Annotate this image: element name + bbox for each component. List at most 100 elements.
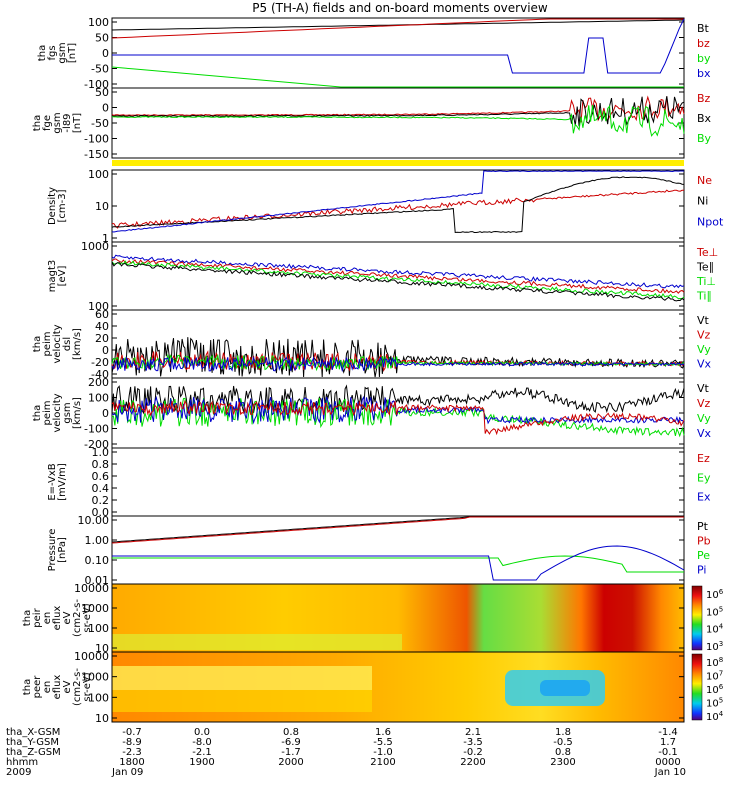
frame-pressure [111, 515, 685, 585]
trace-By [111, 104, 685, 137]
panel-temperature: 1000 100 magt3[eV] Te⊥ Te∥Ti⊥ Ti∥ [47, 240, 718, 313]
colorbar-label: 107 [706, 670, 723, 683]
legend-Te⊥: Te⊥ [696, 246, 718, 259]
ytick-label: 0.0 [92, 506, 110, 519]
legend-Pb: Pb [697, 535, 711, 548]
ylabel-pressure: Pressure[nPa] [47, 529, 68, 572]
ytick-label: -50 [91, 63, 109, 76]
legend-Pe: Pe [697, 549, 710, 562]
xaxis-value: 0.8 [283, 727, 299, 738]
panel-efield: 1.00.80.60.40.20.0 E=-VxB[mV/m] Ez Ey Ex [47, 446, 711, 519]
legend-Npot: Npot [697, 215, 724, 228]
xaxis-value: -2.1 [192, 747, 212, 758]
xaxis-value: -1.0 [373, 747, 393, 758]
colorbar-peer [691, 653, 703, 721]
xaxis-value: 2000 [278, 757, 303, 768]
colorbar-label: 108 [706, 656, 723, 669]
colorbar-peir [691, 585, 703, 651]
ytick-label: 100 [88, 691, 109, 704]
trace-Tpar [111, 258, 685, 294]
xaxis-value: 1.6 [375, 727, 391, 738]
legend-Vx: Vx [697, 358, 712, 371]
legend-Vt: Vt [697, 382, 710, 395]
ytick-label: 0.2 [92, 494, 110, 507]
xaxis-value: 0000 [655, 757, 680, 768]
xaxis-value: 0.0 [194, 727, 210, 738]
xaxis-value: 2.1 [465, 727, 481, 738]
ytick-label: 100 [88, 300, 109, 313]
ytick-label: -100 [84, 78, 109, 91]
xaxis-row-label: tha_Z-GSM [6, 747, 61, 758]
trace-Ti [111, 260, 685, 300]
panel-peir: 106 105 104 103 10000 1000 100 10thapeireneflux… [22, 582, 724, 655]
ylabel-temperature: magt3[eV] [47, 260, 68, 293]
ytick-label: 10.00 [78, 514, 110, 527]
trace-Ni [111, 176, 685, 234]
xaxis-value: -5.5 [373, 737, 393, 748]
xaxis-value: -0.5 [553, 737, 573, 748]
ytick-label: 40 [95, 320, 109, 333]
xaxis-value: -6.9 [281, 737, 301, 748]
frame-density [111, 169, 685, 243]
trace-Te [111, 261, 685, 302]
legend-Ni: Ni [697, 195, 708, 208]
colorbar-label: 104 [706, 710, 724, 723]
legend-Bx: Bx [697, 112, 712, 125]
trace-Pe [112, 555, 684, 573]
ytick-label: -100 [84, 133, 109, 146]
xaxis-value: -1.7 [281, 747, 301, 758]
legend-Ti∥: Ti∥ [696, 290, 712, 303]
ylabel-peir: thapeirenefluxeV(cm2-s-sr-eV) [22, 599, 93, 637]
ylabel-fge: thafgegsm-l89[nT] [32, 112, 83, 133]
chart-title: P5 (TH-A) fields and on-board moments ov… [252, 1, 548, 15]
legend-Bt: Bt [697, 22, 710, 35]
ylabel-peim_gsm: thapeimvelocitygsm[km/s] [32, 393, 83, 432]
legend-Vt: Vt [697, 314, 710, 327]
ytick-label: 0.8 [92, 458, 110, 471]
legend-Vy: Vy [697, 343, 711, 356]
trace-Pt [111, 516, 684, 543]
legend-bx: bx [697, 67, 711, 80]
spectrogram-low-band [112, 634, 402, 650]
frame-efield [111, 447, 685, 517]
xaxis-value: Jan 10 [654, 767, 686, 778]
ytick-label: -200 [84, 438, 109, 451]
xaxis-row-label: hhmm [6, 757, 38, 768]
ytick-label: 1 [102, 232, 109, 245]
xaxis-value: 2100 [370, 757, 395, 768]
ytick-label: 0 [102, 344, 109, 357]
ytick-label: 0.10 [85, 554, 110, 567]
ytick-label: 10000 [74, 582, 109, 595]
ytick-label: -150 [84, 148, 109, 161]
xaxis-value: 1800 [119, 757, 144, 768]
xaxis-row-label: tha_Y-GSM [6, 737, 59, 748]
xaxis-value: -0.7 [122, 727, 142, 738]
spectrogram-core [540, 680, 590, 696]
xaxis-value: 2300 [550, 757, 575, 768]
ylabel-peim_vel: thapeimvelocitydsl[km/s] [32, 324, 83, 363]
ytick-label: 1000 [81, 602, 109, 615]
frame-peim_vel [111, 309, 685, 379]
colorbar-label: 106 [706, 588, 724, 601]
ytick-label: 0 [102, 102, 109, 115]
trace-Bx [111, 96, 685, 127]
xaxis-value: 1.8 [555, 727, 571, 738]
ytick-label: 0.01 [85, 574, 110, 587]
panel-fgs: 100 50 0 -50 -100 thafgsgsm[nT] Bt bz by bx [37, 16, 711, 91]
colorbar-label: 106 [706, 683, 724, 696]
ytick-label: 10 [95, 200, 109, 213]
legend-Bz: Bz [697, 92, 711, 105]
ytick-label: 100 [88, 16, 109, 29]
trace-Vx [111, 395, 685, 425]
colorbar-label: 103 [706, 640, 723, 653]
legend-Vz: Vz [697, 397, 711, 410]
trace-Vx [111, 355, 685, 373]
trace-Pi [112, 545, 685, 581]
xaxis-value: -0.2 [463, 747, 483, 758]
ytick-label: 10 [95, 642, 109, 655]
colorbar-label: 105 [706, 697, 723, 710]
ytick-label: -20 [91, 356, 109, 369]
legend-Vy: Vy [697, 412, 711, 425]
